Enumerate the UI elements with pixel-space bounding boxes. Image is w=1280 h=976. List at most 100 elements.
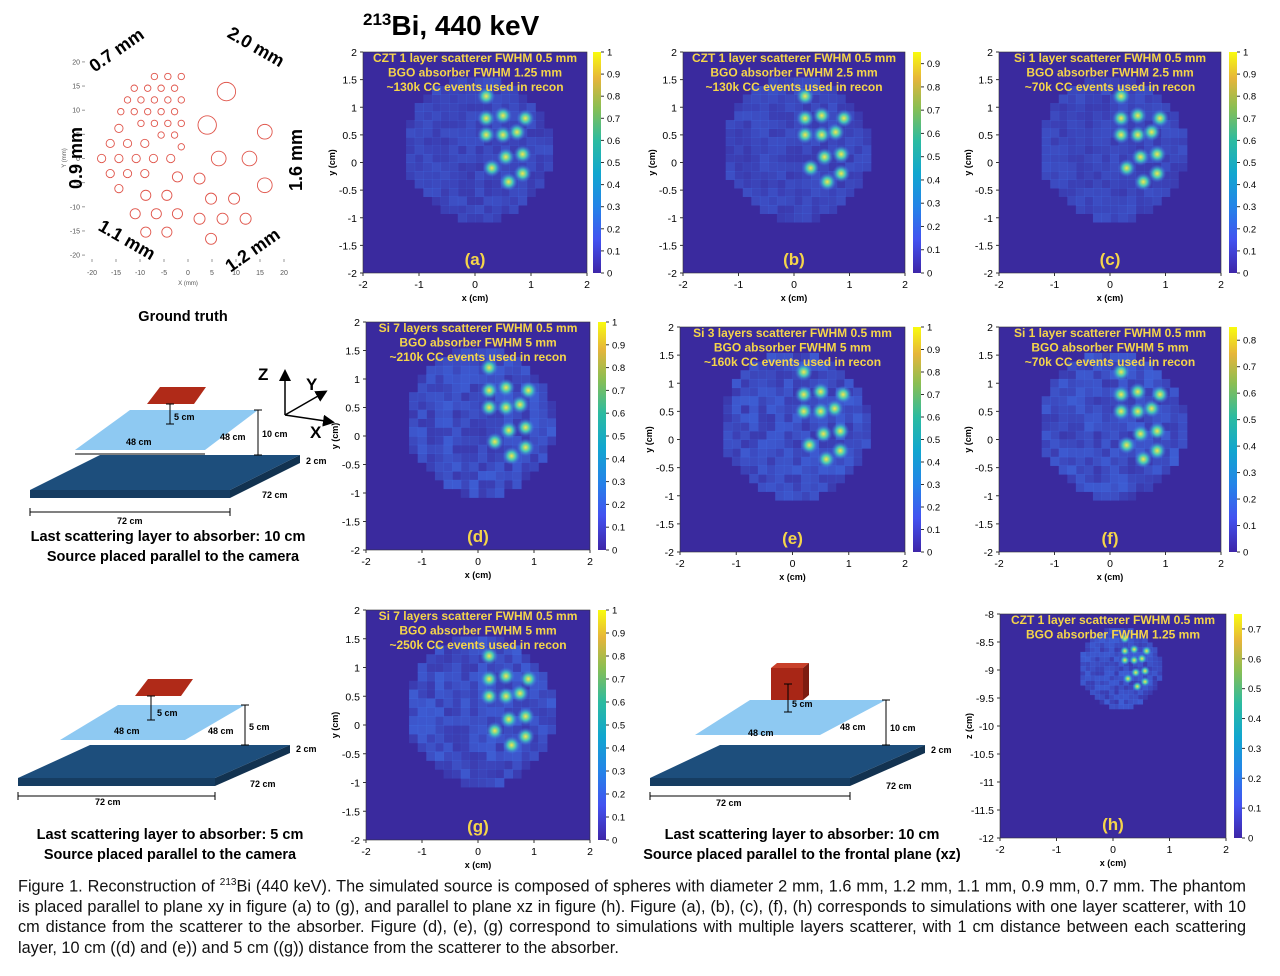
image-pixel bbox=[426, 400, 436, 411]
image-pixel bbox=[546, 698, 557, 708]
image-pixel bbox=[1118, 491, 1128, 501]
colorbar-tick-label: 0.1 bbox=[607, 246, 620, 257]
image-pixel bbox=[452, 716, 462, 726]
image-pixel bbox=[512, 645, 522, 655]
image-pixel bbox=[492, 94, 502, 104]
image-pixel bbox=[546, 400, 557, 411]
image-pixel bbox=[1085, 666, 1091, 672]
source bbox=[147, 387, 206, 404]
image-pixel bbox=[1104, 680, 1110, 686]
image-pixel bbox=[1050, 422, 1060, 432]
image-pixel bbox=[503, 680, 513, 691]
hot-spot bbox=[1112, 385, 1131, 404]
image-pixel bbox=[1127, 396, 1137, 406]
image-pixel bbox=[1127, 196, 1137, 206]
image-pixel bbox=[1085, 651, 1091, 658]
image-pixel bbox=[478, 453, 488, 463]
y-tick-label: -2 bbox=[351, 835, 360, 847]
hot-spot bbox=[516, 727, 535, 746]
image-pixel bbox=[768, 137, 778, 146]
y-tick-label: 0.5 bbox=[342, 130, 357, 142]
hot-spot bbox=[832, 164, 851, 183]
image-pixel bbox=[1067, 154, 1077, 163]
hot-spot bbox=[826, 123, 845, 142]
image-pixel bbox=[460, 453, 470, 463]
image-pixel bbox=[449, 94, 459, 104]
image-pixel bbox=[492, 77, 502, 87]
image-pixel bbox=[1109, 656, 1115, 662]
image-pixel bbox=[1101, 111, 1111, 121]
image-pixel bbox=[749, 448, 759, 458]
image-pixel bbox=[725, 137, 735, 146]
image-pixel bbox=[757, 474, 768, 484]
image-pixel bbox=[452, 479, 462, 490]
phantom-sphere bbox=[241, 150, 258, 167]
image-pixel bbox=[1104, 675, 1110, 681]
image-pixel bbox=[775, 387, 785, 397]
image-pixel bbox=[469, 374, 479, 384]
image-pixel bbox=[443, 680, 453, 691]
image-pixel bbox=[1085, 647, 1091, 653]
y-tick-label: -10 bbox=[979, 721, 994, 733]
image-pixel bbox=[466, 111, 476, 121]
image-pixel bbox=[1127, 422, 1137, 432]
image-pixel bbox=[1128, 632, 1134, 639]
image-pixel bbox=[749, 413, 759, 423]
image-pixel bbox=[449, 179, 459, 189]
image-pixel bbox=[492, 205, 502, 214]
image-pixel bbox=[457, 94, 467, 104]
image-pixel bbox=[1110, 77, 1120, 87]
image-pixel bbox=[1058, 404, 1068, 415]
image-pixel bbox=[1058, 465, 1068, 475]
image-pixel bbox=[759, 94, 769, 104]
figure-title: 213Bi, 440 keV bbox=[363, 10, 540, 41]
image-pixel bbox=[723, 448, 733, 458]
image-pixel bbox=[483, 103, 493, 112]
image-pixel bbox=[1169, 439, 1179, 449]
x-tick-label: -1 bbox=[734, 279, 743, 291]
colorbar-tick-label: 0.4 bbox=[927, 458, 940, 469]
image-pixel bbox=[443, 742, 453, 753]
image-pixel bbox=[546, 427, 557, 437]
image-pixel bbox=[844, 456, 854, 466]
image-pixel bbox=[529, 751, 539, 761]
image-pixel bbox=[1084, 94, 1094, 104]
image-pixel bbox=[1067, 474, 1077, 484]
image-pixel bbox=[802, 145, 812, 155]
image-pixel bbox=[409, 427, 419, 437]
image-pixel bbox=[775, 456, 785, 466]
image-pixel bbox=[1152, 666, 1158, 672]
hot-spot bbox=[482, 159, 501, 178]
image-pixel bbox=[486, 488, 496, 498]
image-pixel bbox=[503, 769, 513, 779]
image-pixel bbox=[757, 387, 768, 397]
image-pixel bbox=[460, 636, 470, 646]
image-pixel bbox=[809, 396, 819, 406]
image-pixel bbox=[452, 348, 462, 358]
image-pixel bbox=[1094, 670, 1101, 677]
image-pixel bbox=[406, 154, 416, 163]
image-pixel bbox=[475, 103, 485, 112]
image-pixel bbox=[1050, 137, 1060, 146]
phantom-sphere bbox=[140, 168, 150, 179]
image-pixel bbox=[740, 413, 750, 423]
image-pixel bbox=[500, 162, 510, 172]
image-pixel bbox=[749, 465, 759, 475]
image-pixel bbox=[1092, 77, 1102, 87]
image-pixel bbox=[1075, 120, 1085, 129]
image-pixel bbox=[742, 154, 752, 163]
image-pixel bbox=[529, 689, 539, 699]
y-tick-label: -1.5 bbox=[342, 517, 360, 529]
image-pixel bbox=[811, 179, 821, 189]
hot-spot bbox=[1148, 422, 1167, 441]
image-pixel bbox=[742, 94, 752, 104]
image-pixel bbox=[1118, 456, 1128, 466]
image-pixel bbox=[452, 400, 462, 411]
image-pixel bbox=[1101, 145, 1111, 155]
image-pixel bbox=[775, 448, 785, 458]
image-pixel bbox=[768, 103, 778, 112]
phantom-sphere bbox=[171, 208, 183, 220]
image-pixel bbox=[1099, 694, 1105, 700]
image-pixel bbox=[853, 439, 863, 449]
image-pixel bbox=[759, 128, 769, 138]
